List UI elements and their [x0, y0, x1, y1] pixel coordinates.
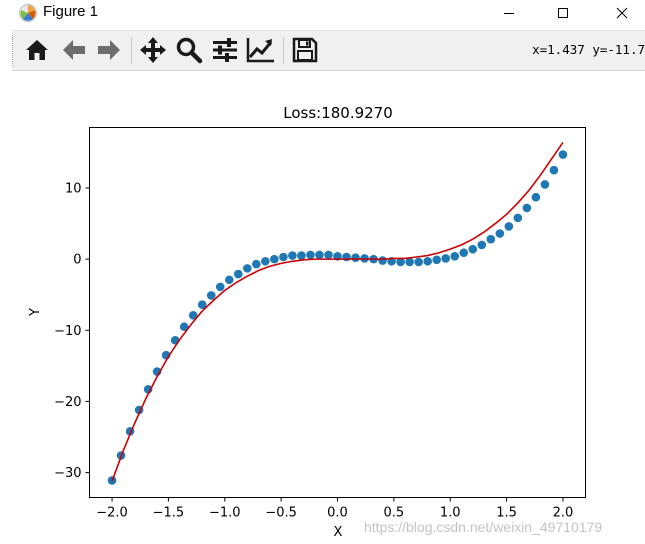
x-tick-label: 2.0 [553, 506, 574, 521]
save-button[interactable] [290, 35, 320, 65]
data-point [252, 259, 261, 269]
close-button[interactable] [599, 0, 645, 26]
axes-frame [89, 127, 586, 498]
window-title: Figure 1 [43, 3, 99, 20]
back-button[interactable] [59, 35, 89, 65]
navigation-toolbar: x=1.437 y=-11.7 [12, 30, 645, 71]
data-point [486, 234, 496, 244]
maximize-icon [558, 8, 568, 18]
minimize-button[interactable] [486, 0, 532, 26]
data-point [188, 311, 198, 320]
data-point [224, 275, 234, 285]
x-tick-label: −2.0 [96, 506, 128, 521]
data-point [477, 240, 487, 250]
data-point [468, 244, 478, 254]
close-icon [616, 7, 628, 19]
x-tick-label: −1.5 [153, 506, 185, 521]
y-tick-label: 10 [65, 181, 82, 196]
edit-axis-button[interactable] [246, 35, 276, 65]
data-point [288, 251, 297, 260]
data-point [342, 252, 351, 262]
home-button[interactable] [22, 35, 52, 65]
data-point [351, 253, 360, 263]
figure-canvas[interactable]: Loss:180.9270 −2.0 −1.5 −1.0 −0.5 0.0 0.5 1.0 1… [0, 70, 645, 544]
move-icon [140, 37, 166, 63]
toolbar-separator [131, 37, 132, 64]
data-point [234, 269, 243, 279]
data-point [558, 150, 568, 159]
data-point [179, 322, 189, 332]
y-tick-label: 0 [73, 253, 81, 268]
data-point [405, 257, 414, 267]
data-point [306, 250, 315, 260]
x-tick-label: −1.0 [209, 506, 241, 521]
home-icon [26, 40, 48, 60]
data-point [531, 192, 541, 202]
data-point [450, 251, 460, 261]
pan-button[interactable] [138, 35, 168, 65]
data-point [297, 251, 306, 260]
configure-subplots-button[interactable] [210, 35, 240, 65]
floppy-disk-icon [292, 37, 318, 63]
magnifier-icon [176, 37, 203, 64]
window-titlebar: Figure 1 [0, 0, 645, 26]
toolbar-grip[interactable] [12, 35, 16, 66]
y-tick-label: −20 [54, 395, 81, 410]
data-point [243, 264, 252, 273]
chart-title: Loss:180.9270 [283, 104, 393, 122]
axis-ticks: −2.0 −1.5 −1.0 −0.5 0.0 0.5 1.0 1.5 2.0 −30 −20 −10… [54, 181, 573, 520]
sliders-icon [213, 38, 237, 62]
fit-line [111, 141, 564, 482]
plot-area[interactable] [107, 141, 568, 485]
forward-button[interactable] [94, 35, 124, 65]
y-tick-label: −10 [54, 324, 81, 339]
x-tick-label: 1.0 [440, 506, 461, 521]
data-point [504, 222, 514, 231]
x-tick-label: 0.0 [327, 506, 348, 521]
matplotlib-app-icon [19, 4, 37, 22]
toolbar-separator [283, 37, 284, 64]
data-point [414, 257, 423, 267]
maximize-button[interactable] [540, 0, 586, 26]
data-point [396, 257, 405, 267]
data-point [324, 250, 333, 260]
x-tick-label: 0.5 [384, 506, 405, 521]
cursor-coordinates: x=1.437 y=-11.7 [532, 42, 645, 57]
data-point [270, 254, 279, 264]
data-point [378, 256, 387, 265]
x-tick-label: −0.5 [265, 506, 297, 521]
data-point [495, 229, 505, 238]
arrow-right-icon [98, 40, 120, 60]
data-point [549, 165, 559, 175]
data-point [261, 256, 270, 266]
data-point [459, 248, 469, 258]
data-point [206, 291, 216, 300]
x-axis-label: X [334, 525, 343, 540]
data-point [423, 256, 432, 266]
zoom-button[interactable] [174, 35, 204, 65]
data-point [513, 213, 523, 223]
data-point [279, 252, 288, 262]
data-point [215, 282, 225, 292]
data-point [522, 203, 532, 213]
line-chart-icon [246, 38, 274, 63]
data-point [432, 255, 442, 265]
arrow-left-icon [63, 40, 85, 60]
minimize-icon [504, 13, 514, 14]
watermark: https://blog.csdn.net/weixin_49710179 [364, 519, 603, 535]
y-axis-label: Y [28, 308, 43, 317]
data-point [315, 250, 324, 260]
data-point [197, 300, 207, 309]
data-point [441, 254, 451, 263]
y-tick-label: −30 [54, 466, 81, 481]
data-point [540, 180, 550, 189]
x-tick-label: 1.5 [496, 506, 517, 521]
